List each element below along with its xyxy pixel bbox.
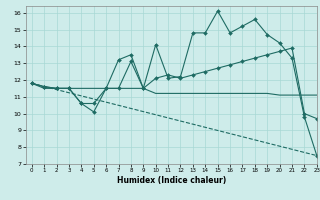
X-axis label: Humidex (Indice chaleur): Humidex (Indice chaleur) [116,176,226,185]
